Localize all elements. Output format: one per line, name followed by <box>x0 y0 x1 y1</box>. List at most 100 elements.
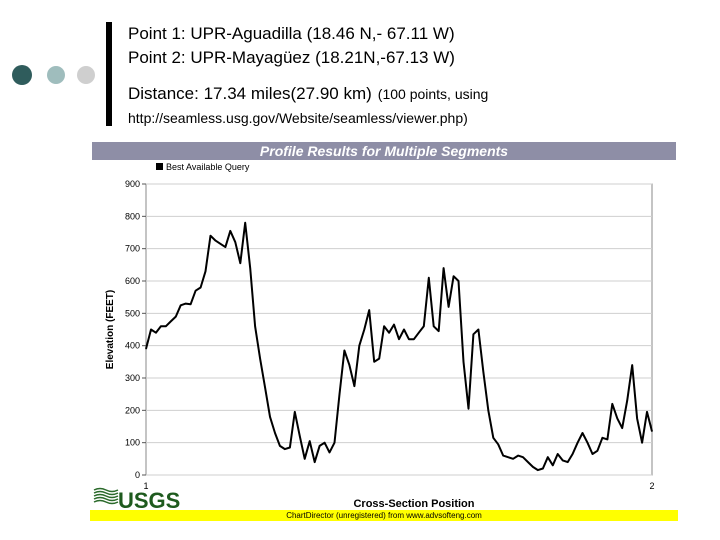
data-point <box>309 440 311 442</box>
data-point <box>651 430 653 432</box>
data-point <box>512 458 514 460</box>
decorative-dots <box>12 65 95 85</box>
data-point <box>567 461 569 463</box>
y-tick-label: 100 <box>125 438 140 448</box>
data-point <box>542 467 544 470</box>
data-point <box>219 243 221 245</box>
data-point <box>611 403 613 405</box>
data-point <box>319 445 321 447</box>
data-point <box>304 458 306 460</box>
data-point <box>586 442 589 444</box>
data-point <box>224 246 226 248</box>
data-point <box>457 280 460 282</box>
data-point <box>333 442 336 444</box>
y-tick-label: 700 <box>125 244 140 254</box>
data-point <box>497 443 499 445</box>
data-point <box>214 240 217 242</box>
data-point <box>279 445 281 447</box>
data-point <box>229 230 231 232</box>
data-point <box>626 400 628 402</box>
data-point <box>383 325 385 327</box>
data-point <box>195 290 197 292</box>
vertical-divider <box>106 22 112 126</box>
y-tick-label: 800 <box>125 211 140 221</box>
data-point <box>244 222 246 224</box>
data-point <box>572 453 574 455</box>
logo-wave-icon <box>93 493 119 499</box>
y-tick-label: 400 <box>125 341 140 351</box>
data-point <box>547 456 549 458</box>
data-point <box>467 408 470 410</box>
data-point <box>646 411 648 413</box>
data-point <box>269 416 271 418</box>
logo-wave-icon <box>93 490 119 496</box>
data-point <box>527 461 529 463</box>
data-point <box>264 387 266 389</box>
data-point <box>170 320 172 322</box>
y-tick-label: 0 <box>135 470 140 480</box>
data-point <box>393 324 395 326</box>
data-point <box>398 338 400 340</box>
data-point <box>596 450 598 452</box>
data-point <box>477 328 479 331</box>
data-point <box>621 427 623 429</box>
data-point <box>388 332 390 334</box>
distance-line: Distance: 17.34 miles(27.90 km) (100 poin… <box>128 84 488 104</box>
data-point <box>591 453 594 455</box>
data-point <box>428 277 430 279</box>
point2-text: Point 2: UPR-Mayagüez (18.21N,-67.13 W) <box>128 48 455 67</box>
data-point <box>438 330 440 332</box>
logo-wave-icon <box>93 496 119 502</box>
y-axis-label: Elevation (FEET) <box>105 290 116 369</box>
data-point <box>502 455 504 457</box>
y-tick-label: 500 <box>125 308 140 318</box>
data-point <box>328 451 331 453</box>
data-point <box>254 325 256 327</box>
data-point <box>274 432 276 434</box>
data-point <box>462 361 465 363</box>
logo-text: USGS <box>118 488 180 510</box>
data-point <box>532 466 534 468</box>
data-point <box>636 417 638 419</box>
data-point <box>234 241 236 243</box>
usgs-logo: USGS <box>93 487 180 510</box>
data-point <box>557 453 559 455</box>
data-point <box>453 275 455 277</box>
x-axis-label: Cross-Section Position <box>353 498 474 510</box>
y-tick-label: 900 <box>125 179 140 189</box>
data-point <box>343 349 345 352</box>
data-point <box>552 464 554 466</box>
chart-title: Profile Results for Multiple Segments <box>92 142 676 160</box>
data-point <box>249 267 251 269</box>
grey-dot-icon <box>77 66 95 84</box>
data-point <box>294 411 296 413</box>
data-point <box>606 438 609 440</box>
data-point <box>338 393 341 395</box>
data-point <box>155 332 157 334</box>
logo-wave-icon <box>93 487 119 493</box>
data-point <box>314 461 316 463</box>
data-point <box>150 328 152 331</box>
data-point <box>368 309 370 311</box>
data-point <box>472 333 474 335</box>
data-point <box>190 303 192 305</box>
data-point <box>353 385 355 387</box>
data-point <box>418 332 420 334</box>
data-point <box>145 348 147 350</box>
data-point <box>239 262 241 264</box>
source-url: http://seamless.usg.gov/Website/seamless… <box>128 110 468 126</box>
data-point <box>299 435 301 437</box>
x-tick-label: 2 <box>649 481 654 491</box>
data-point <box>348 364 350 366</box>
y-tick-label: 600 <box>125 276 140 286</box>
data-point <box>631 364 633 366</box>
data-point <box>641 442 643 444</box>
legend-label: Best Available Query <box>166 162 250 172</box>
data-point <box>423 325 425 327</box>
dark-dot-icon <box>12 65 32 85</box>
data-point <box>507 456 509 458</box>
chart-footer: ChartDirector (unregistered) from www.ad… <box>90 510 678 521</box>
data-point <box>616 417 618 419</box>
data-point <box>562 459 564 461</box>
data-point <box>492 437 494 439</box>
